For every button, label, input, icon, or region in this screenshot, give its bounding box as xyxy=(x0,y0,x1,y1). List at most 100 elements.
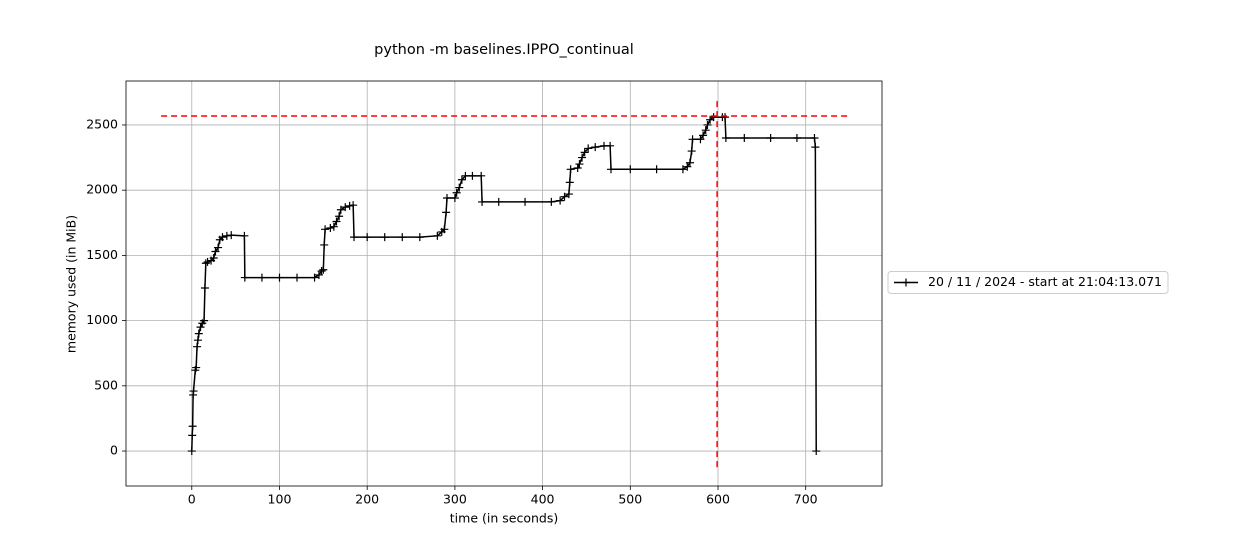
x-tick-label: 300 xyxy=(443,492,467,507)
data-marker xyxy=(606,165,615,174)
data-marker xyxy=(688,135,697,144)
data-marker xyxy=(317,267,326,276)
y-axis-label: memory used (in MiB) xyxy=(64,215,79,353)
data-marker xyxy=(218,233,227,242)
data-marker xyxy=(380,233,389,242)
data-marker xyxy=(580,148,589,157)
data-marker xyxy=(584,144,593,153)
x-axis-label: time (in seconds) xyxy=(450,511,558,526)
data-marker xyxy=(319,265,328,274)
data-marker xyxy=(345,201,354,210)
data-marker xyxy=(193,336,202,345)
data-marker xyxy=(461,171,470,180)
data-marker xyxy=(192,363,201,372)
y-tick-label: 2500 xyxy=(86,116,118,131)
data-marker xyxy=(415,233,424,242)
data-marker xyxy=(332,217,341,226)
data-marker xyxy=(326,224,335,232)
y-tick-label: 500 xyxy=(94,377,118,392)
legend-marker xyxy=(902,278,910,287)
data-marker xyxy=(687,147,696,156)
data-marker xyxy=(293,273,302,282)
data-marker xyxy=(257,273,266,282)
data-marker xyxy=(812,447,821,456)
data-marker xyxy=(196,323,205,332)
data-marker xyxy=(564,190,573,199)
data-marker xyxy=(363,233,372,242)
data-marker xyxy=(187,447,196,456)
data-marker xyxy=(214,243,223,252)
data-marker xyxy=(606,141,615,150)
data-marker xyxy=(521,197,530,206)
data-marker xyxy=(478,197,487,206)
data-marker xyxy=(626,165,635,174)
data-marker xyxy=(721,134,730,142)
data-marker xyxy=(350,233,359,242)
legend: 20 / 11 / 2024 - start at 21:04:13.071 xyxy=(887,271,1169,294)
data-marker xyxy=(442,194,451,202)
data-marker xyxy=(336,205,345,214)
data-marker xyxy=(240,231,249,240)
x-tick-label: 600 xyxy=(706,492,730,507)
data-marker xyxy=(699,131,708,140)
x-tick-label: 700 xyxy=(794,492,818,507)
data-marker xyxy=(701,126,710,135)
data-marker xyxy=(320,240,329,249)
data-marker xyxy=(335,212,344,221)
y-tick-label: 0 xyxy=(110,443,118,458)
chart-title: python -m baselines.IPPO_continual xyxy=(374,42,634,58)
data-marker xyxy=(440,225,449,234)
data-marker xyxy=(766,134,775,142)
data-marker xyxy=(188,431,197,440)
data-marker xyxy=(811,143,820,152)
data-marker xyxy=(575,160,584,169)
data-marker xyxy=(455,183,464,192)
data-marker xyxy=(560,192,569,201)
x-tick-label: 0 xyxy=(188,492,196,507)
axes-frame xyxy=(125,80,883,487)
x-tick-label: 500 xyxy=(618,492,642,507)
data-marker xyxy=(573,164,582,172)
data-marker xyxy=(349,201,358,210)
y-tick-label: 1000 xyxy=(86,312,118,327)
legend-box xyxy=(887,271,1169,294)
data-marker xyxy=(193,342,202,351)
data-marker xyxy=(201,259,210,268)
data-marker xyxy=(398,233,407,242)
data-marker xyxy=(240,273,249,282)
data-marker xyxy=(222,231,231,240)
data-marker xyxy=(591,143,600,152)
data-marker xyxy=(209,254,218,262)
data-marker xyxy=(566,165,575,174)
data-marker xyxy=(442,208,451,217)
data-marker xyxy=(810,134,819,142)
x-tick-label: 200 xyxy=(355,492,379,507)
data-marker xyxy=(792,134,801,142)
data-marker xyxy=(457,175,466,184)
data-marker xyxy=(200,316,209,325)
data-marker xyxy=(678,165,687,174)
data-marker xyxy=(321,225,330,234)
x-tick-label: 100 xyxy=(268,492,292,507)
data-marker xyxy=(685,158,694,167)
data-marker xyxy=(189,387,198,396)
data-marker xyxy=(468,171,477,180)
data-marker xyxy=(578,153,587,162)
data-marker xyxy=(547,197,556,206)
data-marker xyxy=(200,284,209,292)
data-line xyxy=(191,116,817,452)
data-marker xyxy=(565,178,574,187)
data-marker xyxy=(721,113,730,122)
data-marker xyxy=(477,171,486,180)
data-marker xyxy=(452,188,461,197)
y-tick-label: 1500 xyxy=(86,247,118,262)
data-marker xyxy=(203,257,212,266)
data-marker xyxy=(329,222,338,231)
data-marker xyxy=(188,422,197,431)
data-marker xyxy=(194,329,203,338)
data-marker xyxy=(227,231,236,240)
x-tick-label: 400 xyxy=(531,492,555,507)
data-marker xyxy=(341,203,350,212)
data-marker xyxy=(652,165,661,174)
